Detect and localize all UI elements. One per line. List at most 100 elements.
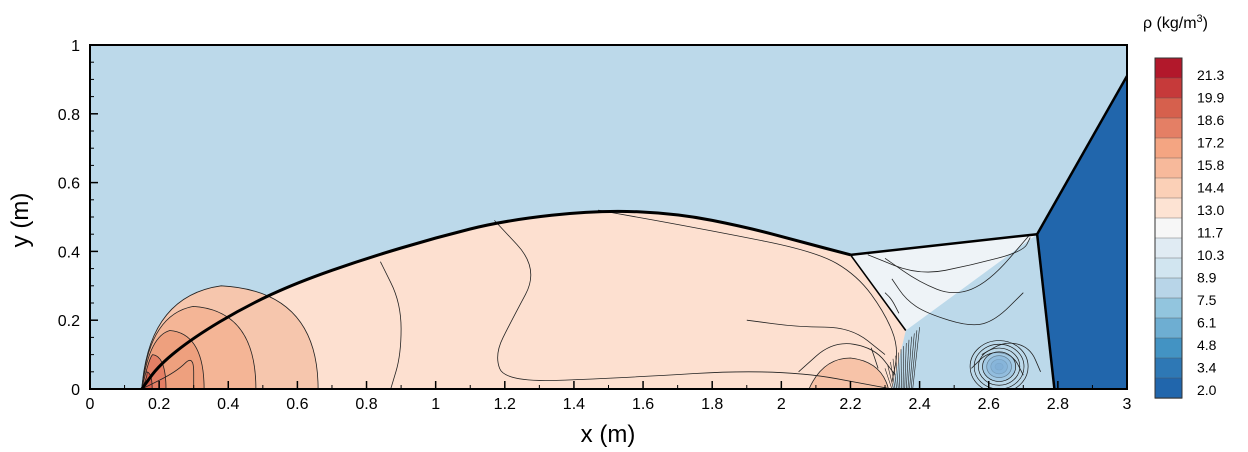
shock-segment-2 bbox=[1036, 75, 1127, 235]
colorbar-swatch-11 bbox=[1154, 257, 1183, 279]
y-axis-ticks: 0 0.2 0.4 0.6 0.8 1 bbox=[58, 38, 98, 399]
colorbar-frame bbox=[1154, 57, 1183, 399]
x-tick-label-9: 1.8 bbox=[701, 396, 723, 413]
colorbar-label-13: 4.8 bbox=[1197, 337, 1217, 353]
x-tick-label-14: 2.8 bbox=[1047, 396, 1069, 413]
contour-lines bbox=[141, 209, 1041, 389]
x-axis-title: x (m) bbox=[581, 421, 636, 448]
contour-line-7 bbox=[870, 347, 879, 369]
x-tick-label-13: 2.6 bbox=[978, 396, 1000, 413]
fan-line-9 bbox=[904, 342, 907, 389]
vortex-ring-5 bbox=[978, 347, 1021, 386]
y-tick-label-3: 0.6 bbox=[58, 176, 80, 193]
colorbar-label-14: 3.4 bbox=[1197, 360, 1217, 376]
colorbar-label-7: 13.0 bbox=[1197, 202, 1224, 218]
x-tick-label-1: 0.2 bbox=[148, 396, 170, 413]
colorbar-swatch-10 bbox=[1154, 237, 1183, 259]
colorbar-label-3: 18.6 bbox=[1197, 112, 1224, 128]
colorbar-label-9: 10.3 bbox=[1197, 247, 1224, 263]
colorbar-title-close: ) bbox=[1203, 15, 1208, 32]
vortex-contours bbox=[969, 340, 1029, 389]
colorbar-swatch-1 bbox=[1154, 57, 1183, 79]
x-tick-label-10: 2 bbox=[777, 396, 786, 413]
fan-line-8 bbox=[902, 346, 904, 389]
fan-line-7 bbox=[900, 349, 902, 389]
y-tick-label-1: 0.2 bbox=[58, 313, 80, 330]
contour-bump bbox=[808, 357, 889, 389]
fan-line-3 bbox=[890, 361, 896, 389]
shock-segment-1 bbox=[850, 232, 1038, 257]
colorbar-title-text: ρ (kg/m bbox=[1143, 15, 1197, 32]
x-tick-label-3: 0.6 bbox=[286, 396, 308, 413]
colorbar-swatch-2 bbox=[1154, 77, 1183, 99]
fan-line-5 bbox=[895, 355, 899, 389]
shock-segment-3 bbox=[1035, 234, 1056, 389]
colorbar-swatch-17 bbox=[1154, 377, 1183, 399]
x-tick-label-4: 0.8 bbox=[355, 396, 377, 413]
vortex-ring-6 bbox=[973, 343, 1025, 389]
contour-line-11 bbox=[891, 278, 1024, 326]
x-tick-label-5: 1 bbox=[431, 396, 440, 413]
colorbar-swatch-12 bbox=[1154, 277, 1183, 299]
colorbar-swatch-9 bbox=[1154, 217, 1183, 239]
colorbar-swatch-3 bbox=[1154, 97, 1183, 119]
colorbar-label-8: 11.7 bbox=[1197, 225, 1223, 241]
bow-shock-line bbox=[140, 209, 851, 389]
x-tick-label-7: 1.4 bbox=[563, 396, 585, 413]
x-tick-label-11: 2.2 bbox=[839, 396, 861, 413]
y-axis-title: y (m) bbox=[7, 193, 34, 248]
y-tick-label-2: 0.4 bbox=[58, 244, 80, 261]
fan-line-2 bbox=[887, 365, 894, 389]
slip-line bbox=[849, 254, 907, 331]
colorbar-title-superscript: 3 bbox=[1197, 13, 1203, 25]
contour-line-6 bbox=[798, 343, 896, 376]
colorbar-swatch-4 bbox=[1154, 117, 1183, 139]
region-post-shock bbox=[141, 211, 906, 389]
region-incident-side bbox=[1037, 76, 1127, 389]
colorbar-swatch-8 bbox=[1154, 197, 1183, 219]
y-tick-label-0: 0 bbox=[71, 382, 80, 399]
colorbar-label-2: 19.9 bbox=[1197, 90, 1224, 106]
y-tick-label-5: 1 bbox=[71, 38, 80, 55]
fan-line-10 bbox=[906, 339, 910, 389]
fan-line-13 bbox=[910, 330, 918, 389]
colorbar-labels: 21.3 19.9 18.6 17.2 15.8 14.4 13.0 11.7 10.3 8.9 7… bbox=[1197, 67, 1224, 398]
contour-line-3 bbox=[494, 220, 892, 389]
colorbar-swatch-14 bbox=[1154, 317, 1183, 339]
contour-plot bbox=[90, 45, 1127, 389]
x-tick-label-0: 0 bbox=[86, 396, 95, 413]
fan-line-11 bbox=[907, 336, 912, 389]
colorbar-label-10: 8.9 bbox=[1197, 270, 1217, 286]
contour-line-4 bbox=[598, 209, 897, 383]
contour-line-2 bbox=[380, 261, 402, 389]
x-tick-label-12: 2.4 bbox=[908, 396, 930, 413]
x-tick-label-15: 3 bbox=[1123, 396, 1132, 413]
contour-line-8 bbox=[884, 292, 900, 314]
colorbar-label-4: 17.2 bbox=[1197, 135, 1224, 151]
contour-line-10 bbox=[884, 233, 1031, 294]
shock-lines bbox=[849, 75, 1127, 389]
colorbar-swatch-15 bbox=[1154, 337, 1183, 359]
vortex-ring-7 bbox=[969, 340, 1029, 389]
fan-line-6 bbox=[898, 352, 901, 389]
colorbar-swatch-6 bbox=[1154, 157, 1183, 179]
fan-line-4 bbox=[892, 358, 897, 389]
colorbar-swatch-13 bbox=[1154, 297, 1183, 319]
x-tick-label-6: 1.2 bbox=[494, 396, 516, 413]
x-axis-ticks: 0 0.2 0.4 0.6 0.8 1 1.2 1.4 1.6 1.8 2 2.2 2.4 2.6 2.8 3 bbox=[86, 381, 1132, 413]
colorbar-label-15: 2.0 bbox=[1197, 382, 1217, 398]
contour-line-5 bbox=[746, 319, 886, 355]
colorbar-label-11: 7.5 bbox=[1197, 292, 1217, 308]
colorbar-label-6: 14.4 bbox=[1197, 180, 1224, 196]
y-tick-label-4: 0.8 bbox=[58, 107, 80, 124]
colorbar-label-1: 21.3 bbox=[1197, 67, 1224, 83]
x-tick-label-2: 0.4 bbox=[217, 396, 239, 413]
contour-line-1 bbox=[141, 359, 195, 389]
colorbar-swatch-7 bbox=[1154, 177, 1183, 199]
colorbar-label-12: 6.1 bbox=[1197, 315, 1217, 331]
fan-line-1 bbox=[884, 368, 893, 389]
fan-line-12 bbox=[909, 333, 915, 389]
region-expansion bbox=[850, 234, 1038, 331]
colorbar-swatch-16 bbox=[1154, 357, 1183, 379]
